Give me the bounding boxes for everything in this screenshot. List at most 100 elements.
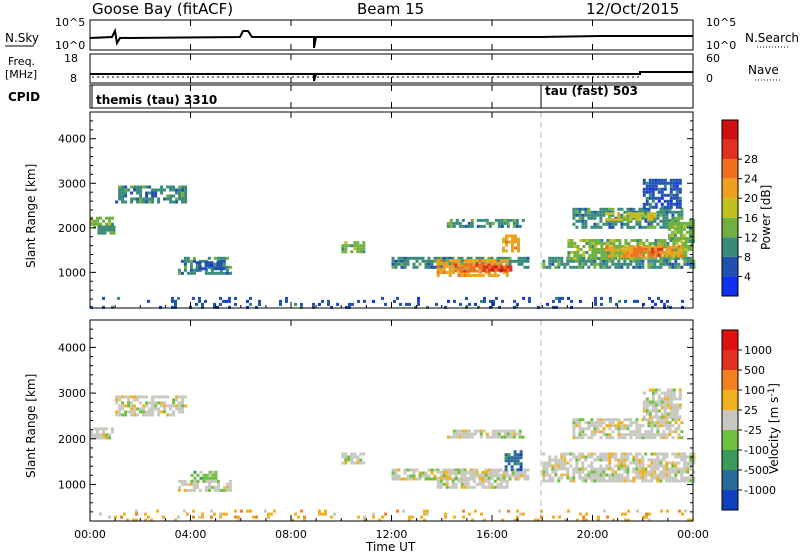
velocity-cell-region [642, 388, 682, 419]
noise-right-tick-top: 10^5 [706, 16, 736, 29]
velocity-colorbar-tick: 100 [744, 384, 765, 397]
power-colorbar-swatch [722, 159, 738, 179]
power-ylabel: Slant Range [km] [24, 164, 38, 268]
velocity-colorbar-tick: -100 [744, 444, 769, 457]
power-colorbar-tick: 20 [744, 192, 758, 205]
power-colorbar-swatch [722, 178, 738, 199]
power-ytick-label: 3000 [58, 177, 86, 190]
power-colorbar-tick: 8 [744, 251, 751, 264]
nave-right-tick-bottom: 0 [706, 72, 713, 85]
power-colorbar-swatch [722, 198, 738, 218]
velocity-cell-region [190, 470, 218, 483]
power-colorbar: 4 8 12 16 20 24 28 [721, 119, 758, 297]
noise-left-tick-top: 10^5 [55, 16, 85, 29]
velocity-heatmap-panel: 1000 2000 3000 4000 Slant Range [km] [24, 319, 696, 522]
xtick-label: 20:00 [577, 528, 609, 541]
freq-left-tick-bottom: 8 [70, 72, 77, 85]
velocity-cell-region [446, 429, 525, 439]
power-ytick-label: 4000 [58, 133, 86, 146]
power-colorbar-swatch [722, 237, 738, 257]
cpid-program-1: themis (tau) 3310 [96, 93, 217, 107]
velocity-cell-region [115, 395, 188, 417]
power-cell-region [605, 212, 657, 222]
noise-right-tick-bottom: 10^0 [706, 39, 736, 52]
freq-label-2: [MHz] [5, 68, 37, 81]
power-cell-region [341, 241, 366, 254]
noise-search-label: N.Search [745, 31, 799, 45]
velocity-ylabel: Slant Range [km] [24, 374, 38, 478]
noise-sky-label: N.Sky [5, 31, 39, 45]
power-colorbar-swatch [722, 217, 738, 238]
power-cell-region [446, 218, 525, 228]
power-colorbar-tick: 28 [744, 153, 758, 166]
velocity-colorbar-swatch [722, 470, 738, 490]
power-colorbar-tick: 4 [744, 270, 751, 283]
xtick-label: 16:00 [476, 528, 508, 541]
power-colorbar-swatch [722, 120, 738, 140]
frequency-trace [90, 71, 693, 82]
velocity-colorbar-swatch [722, 410, 738, 430]
xtick-label: 00:00 [74, 528, 106, 541]
velocity-colorbar-tick: 25 [744, 404, 758, 417]
beam-title: Beam 15 [357, 0, 424, 18]
power-cell-region [115, 185, 188, 204]
cpid-panel: CPID themis (tau) 3310 tau (fast) 503 [8, 84, 694, 109]
power-cell-region [642, 178, 682, 209]
velocity-colorbar-swatch [722, 450, 738, 470]
power-ytick-label: 1000 [58, 266, 86, 279]
velocity-cell-region [572, 418, 684, 440]
power-cell-region [667, 218, 695, 243]
date-title: 12/Oct/2015 [586, 0, 679, 18]
power-colorbar-title: Power [dB] [759, 185, 773, 250]
velocity-colorbar-tick: 1000 [744, 344, 772, 357]
velocity-cell-region [504, 450, 523, 472]
velocity-colorbar-swatch [722, 490, 738, 510]
xtick-label: 12:00 [376, 528, 408, 541]
cpid-program-2: tau (fast) 503 [545, 84, 638, 98]
power-cell-region [90, 296, 684, 309]
power-colorbar-tick: 12 [744, 231, 758, 244]
time-axis: 00:00 04:00 08:00 12:00 16:00 20:00 00:00 [74, 20, 709, 541]
xtick-label: 04:00 [175, 528, 207, 541]
velocity-cell-region [341, 452, 366, 465]
xtick-label: 08:00 [275, 528, 307, 541]
noise-sky-trace [89, 27, 693, 49]
power-cell-region [630, 247, 664, 257]
power-colorbar-swatch [722, 276, 738, 296]
velocity-colorbar-tick: -500 [744, 464, 769, 477]
velocity-cell-region [90, 427, 114, 440]
power-colorbar-tick: 16 [744, 212, 758, 225]
xaxis-title: Time UT [365, 540, 416, 554]
freq-left-tick-top: 18 [64, 52, 78, 65]
velocity-colorbar-swatch [722, 370, 738, 390]
power-colorbar-swatch [722, 139, 738, 160]
power-colorbar-tick: 24 [744, 173, 758, 186]
velocity-cell-region [99, 509, 693, 522]
velocity-colorbar-title: Velocity [m s-1] [767, 383, 781, 474]
noise-left-tick-bottom: 10^0 [55, 39, 85, 52]
station-title: Goose Bay (fitACF) [92, 0, 233, 18]
velocity-colorbar: 1000 500 100 25 -25 -100 -500 -1000 [721, 329, 776, 511]
velocity-colorbar-swatch [722, 330, 738, 350]
velocity-ytick-label: 1000 [58, 478, 86, 491]
power-cell-region [195, 261, 226, 271]
frequency-panel: Freq. [MHz] 18 8 60 0 Nave [5, 52, 782, 85]
power-colorbar-swatch [722, 256, 738, 277]
velocity-colorbar-tick: -25 [744, 424, 762, 437]
velocity-colorbar-swatch [722, 350, 738, 370]
power-heatmap-panel: 1000 2000 3000 4000 Slant Range [km] [24, 111, 696, 309]
velocity-colorbar-tick: -1000 [744, 484, 776, 497]
xtick-label: 00:00 [677, 528, 709, 541]
velocity-ytick-label: 3000 [58, 387, 86, 400]
velocity-cell-region [542, 452, 696, 483]
velocity-colorbar-swatch [722, 390, 738, 410]
power-cell-region [502, 234, 520, 253]
velocity-colorbar-tick: 500 [744, 364, 765, 377]
velocity-colorbar-swatch [722, 430, 738, 450]
velocity-ytick-label: 4000 [58, 341, 86, 354]
freq-label-1: Freq. [8, 55, 35, 68]
cpid-label: CPID [8, 90, 40, 104]
nave-right-tick-top: 60 [706, 52, 720, 65]
power-ytick-label: 2000 [58, 222, 86, 235]
